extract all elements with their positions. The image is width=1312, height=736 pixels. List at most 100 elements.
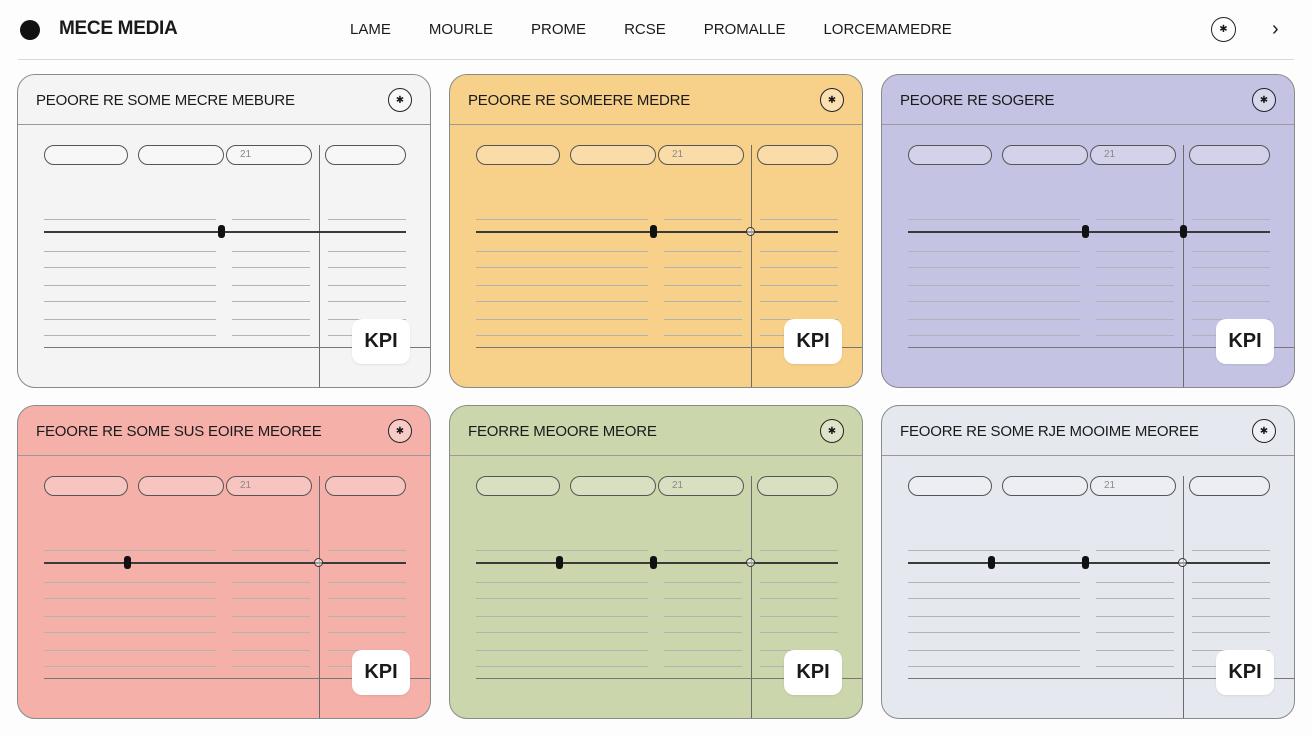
slider-track[interactable]	[44, 231, 406, 233]
filter-pill[interactable]	[1189, 145, 1270, 165]
nav-item-lorcemamedre[interactable]: LORCEMAMEDRE	[823, 21, 952, 38]
card-star-button[interactable]: ✱	[1252, 88, 1276, 112]
placeholder-line	[908, 219, 1018, 220]
filter-pill[interactable]	[226, 145, 312, 165]
card-star-button[interactable]: ✱	[1252, 419, 1276, 443]
filter-pill[interactable]	[757, 145, 838, 165]
filter-pill[interactable]	[44, 476, 128, 496]
placeholder-line	[232, 598, 310, 599]
card-star-button[interactable]: ✱	[820, 419, 844, 443]
filter-pill[interactable]	[1090, 476, 1176, 496]
card-title: PEOORE RE SOGERE	[900, 92, 1055, 109]
baseline-rule	[476, 678, 862, 679]
card-header-divider	[450, 455, 862, 456]
filter-pill[interactable]	[908, 476, 992, 496]
placeholder-line	[1002, 582, 1080, 583]
kpi-badge[interactable]: KPI	[1216, 650, 1274, 695]
placeholder-line	[232, 550, 310, 551]
kpi-card: FEORRE MEOORE MEORE ✱ 21 KPI	[449, 405, 863, 719]
placeholder-line	[138, 550, 216, 551]
placeholder-line	[760, 251, 838, 252]
filter-pill[interactable]	[570, 145, 656, 165]
slider-track[interactable]	[908, 231, 1270, 233]
filter-pill[interactable]	[476, 476, 560, 496]
star-icon: ✱	[827, 94, 837, 106]
top-bar: MECE MEDIA LAME MOURLE PROME RCSE PROMAL…	[0, 0, 1312, 60]
slider-track[interactable]	[908, 562, 1270, 564]
filter-pill[interactable]	[138, 145, 224, 165]
filter-pill[interactable]	[1002, 476, 1088, 496]
filter-pill[interactable]	[1189, 476, 1270, 496]
placeholder-line	[1002, 666, 1080, 667]
slider-handle[interactable]	[1180, 225, 1187, 238]
nav-item-lame[interactable]: LAME	[350, 21, 391, 38]
nav-item-rcse[interactable]: RCSE	[624, 21, 666, 38]
placeholder-line	[1096, 650, 1174, 651]
slider-handle[interactable]	[1082, 225, 1089, 238]
placeholder-line	[1002, 219, 1080, 220]
slider-handle[interactable]	[988, 556, 995, 569]
chevron-right-icon[interactable]: ›	[1272, 18, 1279, 40]
star-icon: ✱	[1219, 24, 1228, 35]
slider-handle[interactable]	[1082, 556, 1089, 569]
placeholder-line	[1192, 301, 1270, 302]
marker-line	[751, 476, 752, 718]
filter-pill[interactable]	[476, 145, 560, 165]
slider-track[interactable]	[44, 562, 406, 564]
filter-pill[interactable]	[1090, 145, 1176, 165]
placeholder-line	[232, 650, 310, 651]
star-icon: ✱	[395, 94, 405, 106]
filter-pill[interactable]	[1002, 145, 1088, 165]
nav-item-prome[interactable]: PROME	[531, 21, 587, 38]
filter-pill[interactable]	[138, 476, 224, 496]
star-icon-button[interactable]: ✱	[1211, 17, 1236, 42]
filter-pill[interactable]	[226, 476, 312, 496]
kpi-card: PEOORE RE SOGERE ✱ 21 KPI	[881, 74, 1295, 388]
placeholder-line	[328, 550, 406, 551]
filter-pill[interactable]	[757, 476, 838, 496]
kpi-badge[interactable]: KPI	[352, 650, 410, 695]
filter-pill[interactable]	[44, 145, 128, 165]
star-icon: ✱	[827, 425, 837, 437]
slider-handle[interactable]	[556, 556, 563, 569]
nav-item-promalle[interactable]: PROMALLE	[703, 21, 786, 38]
placeholder-line	[232, 335, 310, 336]
filter-pill[interactable]	[658, 145, 744, 165]
filter-pill[interactable]	[325, 476, 406, 496]
kpi-badge[interactable]: KPI	[352, 319, 410, 364]
placeholder-line	[760, 267, 838, 268]
placeholder-line	[232, 319, 310, 320]
card-star-button[interactable]: ✱	[388, 419, 412, 443]
placeholder-line	[1002, 251, 1080, 252]
placeholder-line	[232, 301, 310, 302]
filter-pill[interactable]	[570, 476, 656, 496]
card-star-button[interactable]: ✱	[820, 88, 844, 112]
placeholder-line	[760, 582, 838, 583]
card-star-button[interactable]: ✱	[388, 88, 412, 112]
filter-pill[interactable]	[325, 145, 406, 165]
slider-handle[interactable]	[650, 556, 657, 569]
placeholder-line	[232, 666, 310, 667]
placeholder-line	[44, 666, 154, 667]
placeholder-line	[1192, 616, 1270, 617]
nav-item-mourle[interactable]: MOURLE	[428, 21, 494, 38]
kpi-badge[interactable]: KPI	[1216, 319, 1274, 364]
filter-pill[interactable]	[658, 476, 744, 496]
kpi-badge[interactable]: KPI	[784, 650, 842, 695]
placeholder-line	[1002, 319, 1080, 320]
placeholder-line	[328, 582, 406, 583]
slider-handle[interactable]	[218, 225, 225, 238]
slider-handle[interactable]	[650, 225, 657, 238]
placeholder-line	[908, 582, 1018, 583]
baseline-rule	[44, 678, 430, 679]
filter-pill[interactable]	[908, 145, 992, 165]
placeholder-line	[44, 632, 154, 633]
placeholder-line	[138, 650, 216, 651]
slider-track[interactable]	[476, 231, 838, 233]
placeholder-line	[664, 267, 742, 268]
placeholder-line	[1002, 301, 1080, 302]
kpi-badge[interactable]: KPI	[784, 319, 842, 364]
slider-track[interactable]	[476, 562, 838, 564]
placeholder-line	[1002, 335, 1080, 336]
slider-handle[interactable]	[124, 556, 131, 569]
